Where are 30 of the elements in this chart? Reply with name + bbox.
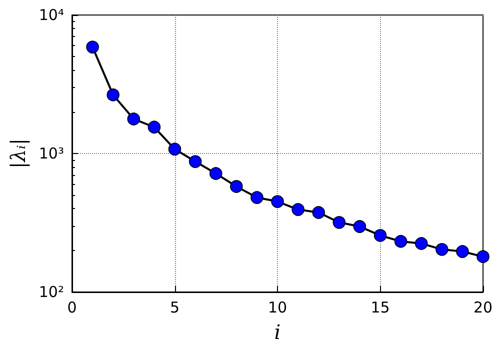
point <box>148 120 161 134</box>
x-tick-label: 15 <box>370 298 390 316</box>
point <box>168 142 182 156</box>
x-tick-label: 10 <box>268 298 288 316</box>
point <box>312 206 325 219</box>
point <box>188 155 202 168</box>
point <box>250 191 264 204</box>
point <box>209 167 222 180</box>
point <box>86 40 99 54</box>
point <box>374 229 387 242</box>
point <box>456 245 469 258</box>
point <box>292 203 304 216</box>
y-axis-title: |λᵢ| <box>6 138 30 169</box>
x-axis-title: i <box>274 320 281 344</box>
point <box>436 243 448 256</box>
point <box>332 216 346 229</box>
point <box>230 180 243 193</box>
x-tick-label: 20 <box>473 298 493 316</box>
point <box>106 88 120 102</box>
x-tick-label: 0 <box>67 298 77 316</box>
point <box>476 250 490 264</box>
x-tick-label: 5 <box>170 298 180 316</box>
point <box>394 234 408 248</box>
point <box>127 112 140 126</box>
point <box>271 195 284 208</box>
y-tick-label: 10⁴ <box>38 6 64 24</box>
point <box>353 220 366 233</box>
y-tick-label: 10² <box>38 283 64 301</box>
point <box>414 237 428 250</box>
y-tick-label: 10³ <box>38 144 64 162</box>
